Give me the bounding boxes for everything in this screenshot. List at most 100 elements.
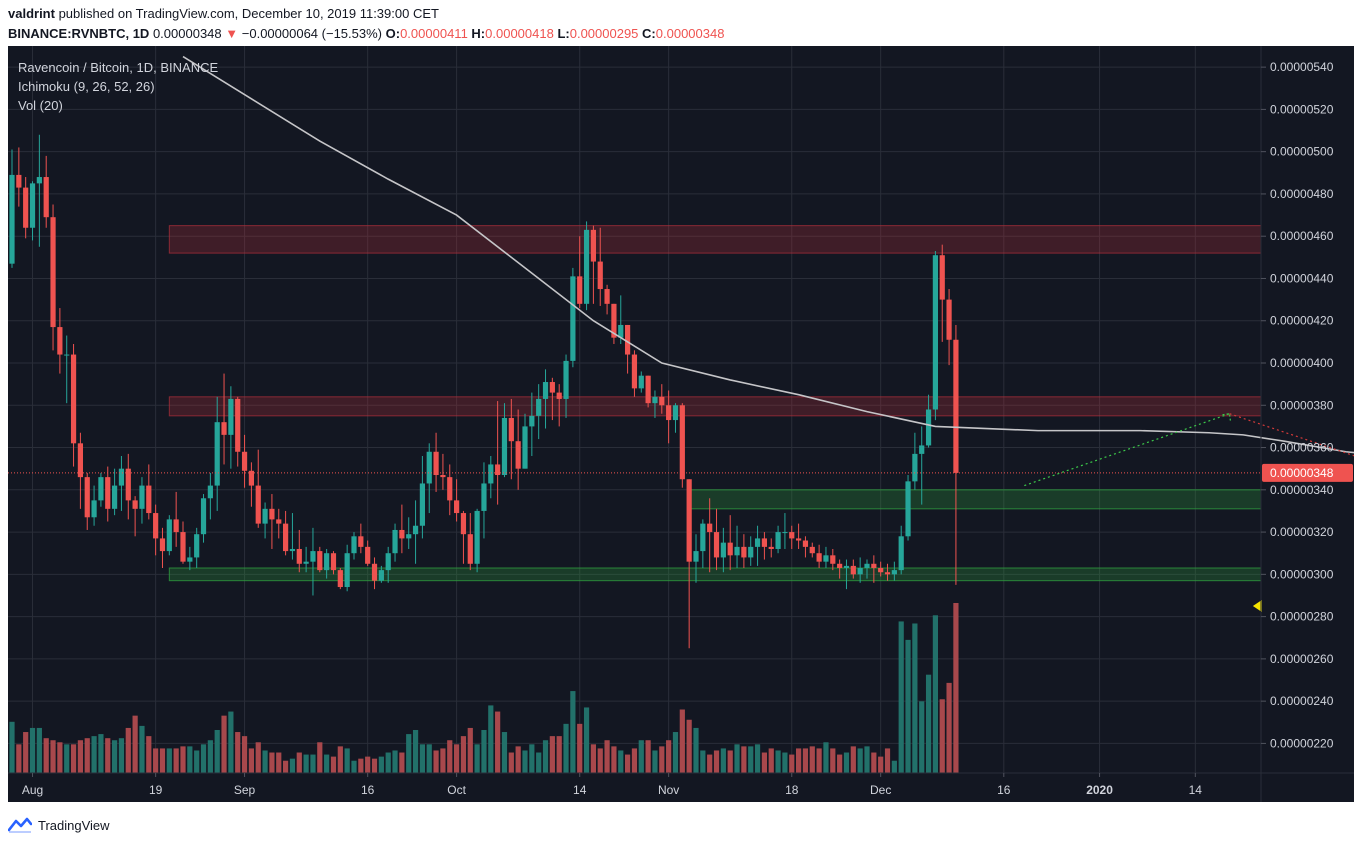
volume-bar — [296, 752, 302, 773]
chart-panel[interactable]: 0.00000220 0.00000240 0.00000260 0.00000280… — [8, 46, 1354, 802]
volume-bar — [235, 732, 241, 773]
candle-body — [358, 536, 364, 547]
volume-bar — [796, 748, 802, 773]
volume-bar — [112, 740, 118, 773]
legend-indicator[interactable]: Ichimoku (9, 26, 52, 26) — [18, 79, 155, 94]
candle-body — [23, 187, 29, 228]
candle-body — [481, 483, 487, 511]
volume-bar — [488, 705, 494, 773]
candle-body — [200, 498, 207, 535]
price-tick-label: 0.00000320 — [1270, 525, 1334, 539]
volume-bar — [625, 754, 631, 773]
time-tick-label: 18 — [785, 783, 799, 797]
volume-bar — [871, 752, 877, 773]
candle-body — [173, 519, 179, 533]
candle-body — [474, 510, 480, 564]
volume-bar — [77, 740, 83, 773]
candle-body — [666, 405, 672, 421]
volume-bar — [549, 736, 555, 773]
volume-bar — [50, 740, 56, 773]
close-value: 0.00000348 — [655, 26, 725, 41]
last-price-badge — [1262, 463, 1353, 482]
support-zone — [688, 489, 1262, 510]
candle-body — [371, 563, 378, 581]
volume-bar — [720, 748, 726, 773]
volume-bar — [70, 744, 77, 773]
volume-bar — [556, 736, 562, 773]
candle-body — [508, 417, 514, 442]
volume-bar — [200, 744, 207, 773]
last-price-badge-label: 0.00000348 — [1270, 466, 1334, 480]
volume-bar — [358, 758, 364, 773]
candle-body — [344, 553, 350, 588]
time-tick-label: Aug — [22, 783, 43, 797]
candle-body — [467, 534, 473, 564]
volume-bar — [734, 744, 740, 773]
candle-body — [241, 451, 248, 471]
candle-body — [337, 570, 343, 588]
volume-bar — [412, 729, 419, 773]
volume-bar — [330, 756, 337, 773]
volume-bar — [529, 744, 535, 773]
volume-bar — [932, 615, 938, 773]
candle-body — [789, 532, 795, 539]
candle-body — [898, 536, 904, 571]
volume-bar — [864, 746, 870, 773]
volume-bar — [809, 746, 815, 773]
volume-bar — [638, 740, 644, 773]
volume-bar — [515, 746, 521, 773]
time-tick-label: Oct — [447, 783, 466, 797]
volume-bar — [43, 738, 49, 773]
candle-body — [406, 534, 412, 539]
time-tick-label: Dec — [870, 783, 891, 797]
candle-body — [447, 477, 453, 501]
candle-body — [501, 417, 508, 476]
price-tick-label: 0.00000480 — [1270, 187, 1334, 201]
open-value: 0.00000411 — [400, 26, 468, 41]
candle-body — [159, 538, 166, 552]
candle-body — [659, 396, 665, 406]
volume-bar — [522, 750, 528, 773]
ma-line — [182, 55, 1354, 454]
legend-volume[interactable]: Vol (20) — [18, 98, 63, 113]
volume-bar — [590, 744, 596, 773]
candle-body — [43, 177, 49, 218]
candle-body — [693, 551, 699, 562]
candle-body — [84, 477, 90, 518]
candle-body — [57, 327, 63, 355]
candle-body — [515, 441, 521, 469]
footer-brand[interactable]: TradingView — [38, 817, 110, 833]
price-chart[interactable]: 0.00000220 0.00000240 0.00000260 0.00000280… — [8, 46, 1354, 802]
candle-body — [296, 548, 302, 564]
volume-bar — [618, 750, 624, 773]
candle-body — [802, 540, 809, 547]
price-tick-label: 0.00000220 — [1270, 736, 1334, 750]
volume-bar — [98, 734, 104, 773]
candle-body — [426, 451, 432, 484]
volume-bar — [276, 752, 282, 773]
candle-body — [583, 229, 590, 304]
price-tick-label: 0.00000360 — [1270, 441, 1334, 455]
volume-bar — [207, 740, 213, 773]
published-text: published on TradingView.com, December 1… — [54, 6, 439, 21]
candle-body — [64, 354, 70, 356]
volume-bar — [385, 752, 391, 773]
candle-body — [720, 542, 726, 558]
candle-body — [645, 375, 651, 404]
volume-bar — [912, 623, 918, 773]
time-tick-label: 19 — [149, 783, 163, 797]
price-tick-label: 0.00000340 — [1270, 483, 1334, 497]
price-tick-label: 0.00000240 — [1270, 694, 1334, 708]
author-name[interactable]: valdrint — [8, 6, 55, 21]
volume-bar — [392, 750, 398, 773]
volume-bar — [365, 756, 371, 773]
volume-bar — [884, 748, 891, 773]
candle-body — [878, 568, 884, 573]
candle-body — [77, 443, 83, 478]
candle-body — [618, 324, 624, 338]
volume-bar — [91, 736, 97, 773]
candle-body — [9, 174, 15, 264]
candle-body — [932, 255, 938, 410]
volume-bar — [577, 723, 583, 773]
candle-body — [556, 392, 562, 399]
